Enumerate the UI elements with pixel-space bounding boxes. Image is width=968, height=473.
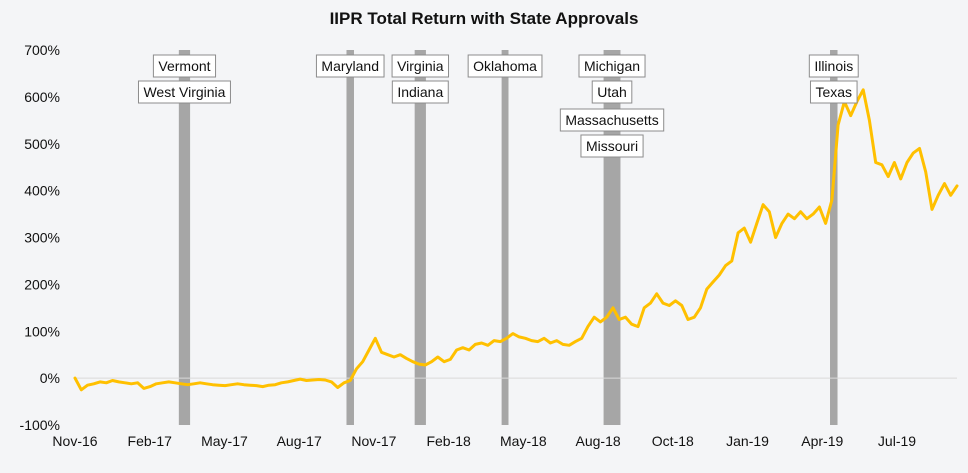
y-tick-label: 500% (24, 136, 60, 152)
state-label: Maryland (315, 54, 385, 78)
x-tick-label: May-18 (500, 433, 547, 449)
x-tick-label: Aug-18 (576, 433, 621, 449)
state-label-text: Utah (597, 84, 627, 100)
x-axis-tick-labels: Nov-16 Feb-17 May-17 Aug-17 Nov-17 Feb-18 May-… (52, 433, 916, 449)
y-tick-label: 100% (24, 323, 60, 339)
y-tick-label: 600% (24, 89, 60, 105)
approval-bands (178, 50, 838, 425)
state-label-text: Texas (815, 84, 852, 100)
x-tick-label: Aug-17 (277, 433, 322, 449)
y-tick-label: 200% (24, 276, 60, 292)
approval-band (501, 50, 509, 425)
state-label: Vermont (152, 54, 217, 78)
state-label-text: Michigan (584, 58, 640, 74)
state-label-text: Massachusetts (565, 112, 658, 128)
state-label: West Virginia (137, 80, 231, 104)
state-label-box (578, 54, 646, 78)
state-label-box (809, 80, 858, 104)
x-tick-label: Nov-17 (351, 433, 396, 449)
x-tick-label: May-17 (201, 433, 248, 449)
state-label-box (137, 80, 231, 104)
state-label-text: Indiana (397, 84, 443, 100)
chart-title: IIPR Total Return with State Approvals (330, 9, 639, 28)
state-label: Oklahoma (467, 54, 543, 78)
state-label-box (559, 108, 665, 132)
series-line (73, 88, 959, 392)
state-label-box (591, 80, 633, 104)
state-label: Illinois (808, 54, 859, 78)
state-label: Texas (809, 80, 858, 104)
state-label-box (391, 80, 449, 104)
series-layer (73, 88, 959, 392)
state-label: Massachusetts (559, 108, 665, 132)
state-label: Indiana (391, 80, 449, 104)
state-label-box (467, 54, 543, 78)
y-tick-label: -100% (20, 417, 60, 433)
state-label-text: Maryland (321, 58, 379, 74)
state-label-text: Vermont (158, 58, 210, 74)
state-label: Michigan (578, 54, 646, 78)
state-label-box (315, 54, 385, 78)
state-label-box (391, 54, 450, 78)
x-tick-label: Jan-19 (726, 433, 769, 449)
x-tick-label: Jul-19 (878, 433, 916, 449)
state-label-box (152, 54, 217, 78)
y-tick-label: 300% (24, 230, 60, 246)
x-tick-label: Feb-17 (128, 433, 173, 449)
approval-band (178, 50, 191, 425)
x-tick-label: Apr-19 (801, 433, 843, 449)
x-tick-label: Oct-18 (652, 433, 694, 449)
y-tick-label: 0% (40, 370, 60, 386)
state-label: Utah (591, 80, 633, 104)
state-label-text: West Virginia (143, 84, 225, 100)
approval-band (346, 50, 354, 425)
approval-band (414, 50, 426, 425)
state-label: Missouri (580, 134, 644, 158)
state-label: Virginia (391, 54, 450, 78)
state-label-text: Oklahoma (473, 58, 537, 74)
state-label-text: Missouri (586, 138, 638, 154)
approval-band (830, 50, 838, 425)
state-label-text: Virginia (397, 58, 444, 74)
y-tick-label: 400% (24, 183, 60, 199)
state-label-box (808, 54, 859, 78)
x-tick-label: Nov-16 (52, 433, 97, 449)
state-label-text: Illinois (814, 58, 853, 74)
state-approval-annotations: Vermont West Virginia Maryland Virginia Indi… (137, 54, 859, 158)
y-tick-label: 700% (24, 42, 60, 58)
approval-band (603, 50, 621, 425)
x-tick-label: Feb-18 (426, 433, 471, 449)
state-label-box (580, 134, 644, 158)
y-axis-tick-labels: -100% 0% 100% 200% 300% 400% 500% 600% 700% (20, 42, 60, 433)
